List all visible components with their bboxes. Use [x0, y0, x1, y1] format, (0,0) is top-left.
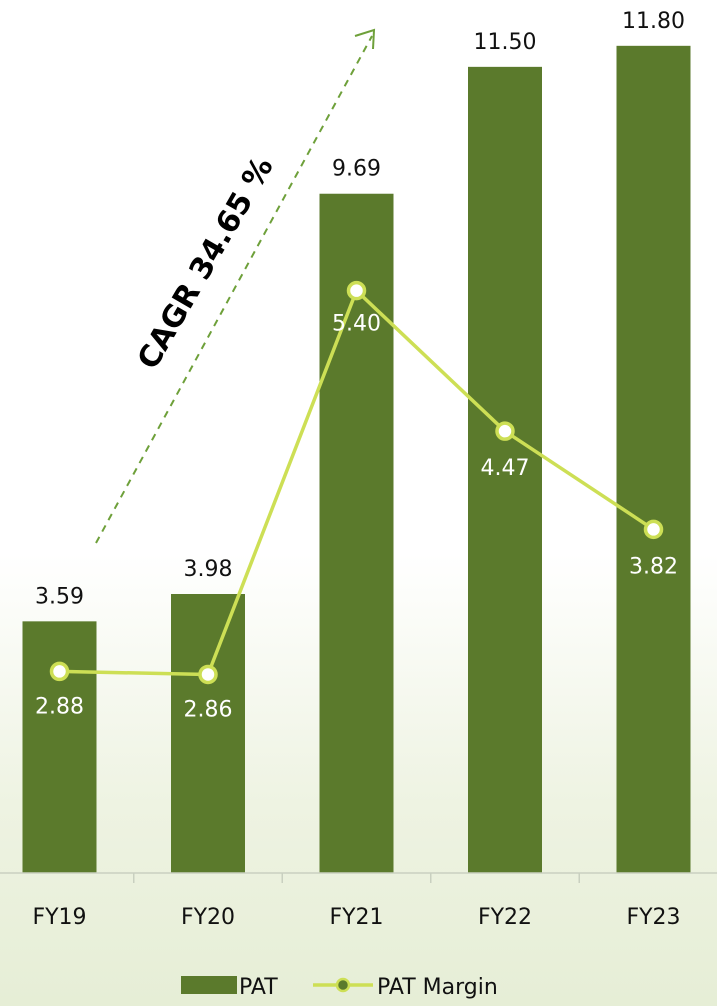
x-tick-label-fy22: FY22 — [478, 905, 532, 930]
bar-value-label: 3.59 — [35, 584, 84, 609]
line-value-label: 3.82 — [629, 554, 678, 579]
x-ticks-group — [133, 873, 580, 883]
legend-item-pat-margin: PAT Margin — [377, 975, 498, 1000]
bar-fy22 — [468, 66, 542, 874]
bars-group — [22, 45, 691, 874]
legend-line-marker-icon — [335, 977, 351, 993]
bar-fy19 — [22, 621, 97, 873]
line-value-label: 5.40 — [332, 312, 381, 337]
cagr-label: CAGR 34.65 % — [131, 151, 281, 375]
cagr-arrow-line — [95, 35, 373, 544]
bar-fy23 — [616, 45, 691, 873]
bar-value-label: 3.98 — [184, 557, 233, 582]
line-value-label: 2.88 — [35, 694, 84, 719]
legend: PAT PAT Margin — [181, 975, 498, 1000]
line-point-fy22 — [495, 421, 515, 441]
x-tick-label-fy19: FY19 — [32, 905, 86, 930]
line-point-fy23 — [643, 519, 664, 540]
bar-labels-group: 3.59 3.98 9.69 11.50 11.80 — [35, 9, 685, 610]
bar-value-label: 9.69 — [332, 157, 381, 182]
line-labels-group: 2.88 2.86 5.40 4.47 3.82 — [35, 312, 678, 723]
bar-fy21 — [319, 193, 394, 873]
cagr-arrow-head-icon — [354, 28, 376, 50]
x-tick-label-fy20: FY20 — [181, 905, 235, 930]
x-tick-labels-group: FY19 FY20 FY21 FY22 FY23 — [32, 905, 680, 930]
line-value-label: 2.86 — [184, 697, 233, 722]
x-tick-label-fy23: FY23 — [626, 905, 680, 930]
x-tick-label-fy21: FY21 — [329, 905, 383, 930]
line-point-fy19 — [49, 661, 70, 682]
legend-bar-swatch — [181, 976, 237, 994]
legend-item-pat: PAT — [239, 975, 278, 1000]
line-point-fy21 — [346, 280, 367, 301]
line-value-label: 4.47 — [481, 456, 530, 481]
bar-value-label: 11.50 — [474, 30, 537, 55]
bar-value-label: 11.80 — [622, 9, 685, 34]
line-point-fy20 — [198, 664, 218, 685]
bar-fy20 — [171, 594, 245, 873]
line-points-group — [49, 280, 664, 685]
